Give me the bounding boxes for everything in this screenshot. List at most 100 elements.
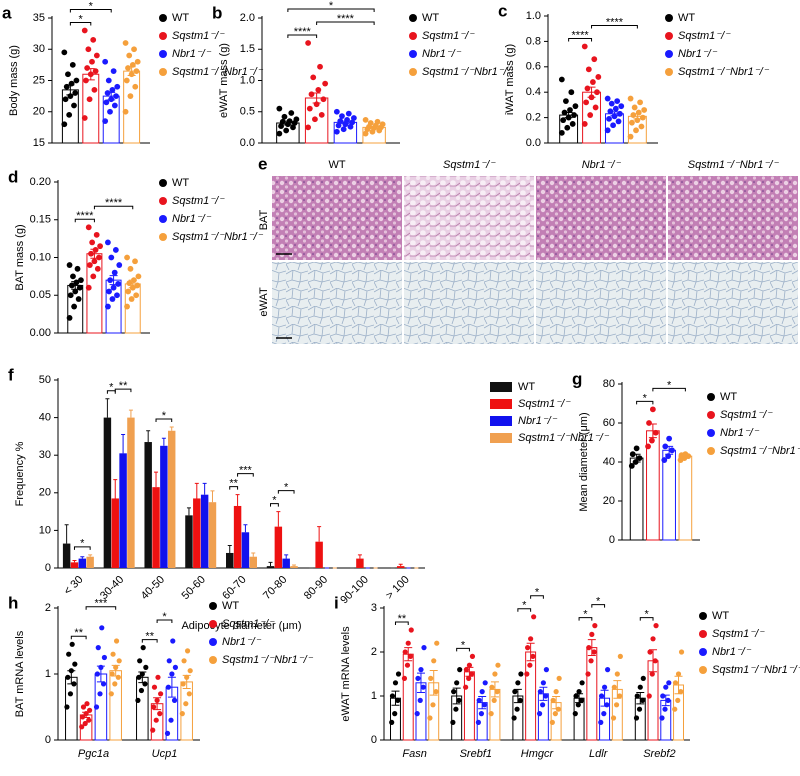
bar [152, 487, 160, 568]
significance-label: * [596, 596, 601, 608]
data-point [591, 56, 598, 63]
significance-label: * [329, 0, 334, 12]
data-point [116, 262, 123, 268]
data-point [337, 118, 344, 125]
data-point [313, 101, 320, 108]
data-point [479, 689, 485, 695]
data-point [682, 451, 689, 458]
data-point [123, 77, 130, 84]
legend-marker [699, 648, 707, 656]
data-point [66, 651, 72, 657]
data-point [647, 649, 653, 655]
data-point [93, 704, 100, 710]
data-point [110, 284, 117, 291]
data-point [469, 653, 476, 660]
significance-label: *** [94, 598, 108, 610]
bar [160, 445, 168, 568]
data-point [312, 116, 318, 123]
legend-marker [707, 393, 715, 401]
legend-swatch [490, 399, 512, 409]
x-tick-label: Srebf2 [643, 748, 675, 760]
data-point [573, 693, 579, 699]
data-point [339, 113, 345, 120]
data-point [646, 420, 652, 426]
error-bar [64, 524, 69, 544]
data-point [428, 675, 434, 682]
data-point [633, 715, 640, 721]
bar [109, 670, 122, 741]
y-tick-label: 0.05 [30, 289, 51, 301]
data-point [576, 689, 582, 695]
data-point [100, 681, 107, 687]
x-tick-label: Ldlr [589, 748, 609, 760]
data-point [427, 715, 433, 721]
data-point [96, 254, 102, 261]
data-point [180, 681, 186, 687]
data-point [165, 684, 171, 690]
error-bar [80, 556, 85, 559]
significance-label: **** [76, 210, 94, 222]
data-point [660, 693, 666, 699]
error-bar [251, 552, 256, 557]
error-bar [398, 563, 403, 567]
legend-marker [209, 656, 217, 664]
data-point [109, 86, 116, 93]
data-point [67, 93, 74, 100]
legend-label: Nbr1⁻/⁻ [172, 213, 212, 225]
legend-marker [707, 411, 715, 419]
data-point [478, 711, 485, 717]
y-tick-label: 15 [33, 137, 45, 149]
legend-marker [409, 14, 417, 22]
significance-label: **** [606, 16, 624, 28]
data-point [293, 116, 300, 123]
data-point [565, 114, 572, 121]
data-point [649, 406, 656, 413]
data-point [345, 110, 352, 117]
data-point [591, 649, 597, 655]
x-tick-label: 80-90 [302, 574, 330, 602]
data-point [347, 123, 354, 130]
data-point [527, 662, 533, 668]
data-point [105, 303, 111, 310]
data-point [157, 711, 163, 717]
legend-label: Sqstm1⁻/⁻Nbr1⁻/⁻ [422, 66, 514, 78]
data-point [111, 269, 118, 276]
bar [315, 541, 323, 568]
y-axis-label: Mean diameter (μm) [578, 412, 590, 511]
data-point [663, 684, 669, 690]
data-point [652, 429, 659, 436]
data-point [126, 280, 133, 287]
error-bar [121, 434, 126, 454]
data-point [127, 265, 134, 272]
legend-label: WT [518, 381, 535, 393]
y-tick-label: 1.5 [240, 43, 255, 55]
data-point [665, 453, 672, 460]
bar [396, 566, 405, 568]
significance-bracket [141, 639, 158, 643]
data-point [601, 711, 607, 717]
data-point [649, 437, 655, 444]
data-point [560, 117, 567, 124]
data-point [629, 119, 635, 126]
data-point [150, 727, 156, 733]
bar [241, 532, 250, 568]
legend-marker [159, 197, 167, 205]
bar [356, 558, 364, 568]
error-bar [72, 559, 77, 563]
data-point [585, 671, 591, 677]
significance-label: * [645, 609, 650, 621]
data-point [71, 102, 77, 109]
y-axis-label: BAT mRNA levels [14, 630, 26, 717]
data-point [552, 711, 558, 717]
significance-bracket [636, 400, 654, 405]
error-bar [490, 681, 499, 698]
data-point [512, 689, 518, 695]
data-point [517, 697, 523, 704]
data-point [631, 104, 638, 111]
data-point [97, 243, 103, 250]
error-bar [227, 544, 232, 553]
data-point [279, 118, 286, 125]
data-point [168, 717, 174, 723]
data-point [66, 111, 73, 118]
legend-label: Sqstm1⁻/⁻ [518, 398, 571, 410]
